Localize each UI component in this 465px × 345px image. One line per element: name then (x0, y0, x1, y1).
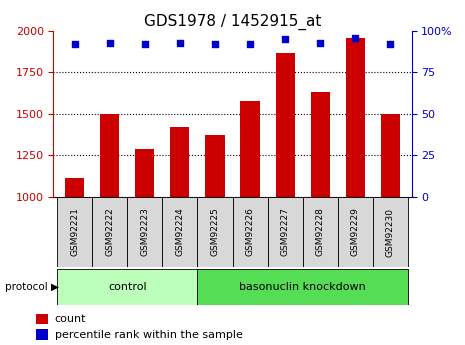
Bar (57, 269, 198, 305)
Bar (311, 92, 330, 345)
Bar (100, 114, 120, 345)
Bar (92, 197, 127, 267)
Point (387, 41, 394, 47)
Bar (205, 135, 225, 345)
Bar (198, 197, 232, 267)
Bar (338, 197, 373, 267)
Bar (36, 329, 48, 340)
Bar (162, 197, 198, 267)
Text: GSM92222: GSM92222 (105, 208, 114, 256)
Bar (232, 197, 267, 267)
Point (106, 40, 113, 46)
Text: GSM92227: GSM92227 (281, 208, 290, 256)
Bar (275, 52, 295, 345)
Text: GSM92228: GSM92228 (316, 208, 325, 256)
Text: GSM92225: GSM92225 (211, 208, 219, 256)
Point (281, 37, 289, 42)
Point (246, 41, 254, 47)
Bar (303, 197, 338, 267)
Text: count: count (54, 314, 86, 324)
Bar (127, 197, 162, 267)
Point (317, 40, 324, 46)
Text: control: control (108, 282, 146, 292)
Bar (373, 197, 408, 267)
Text: basonuclin knockdown: basonuclin knockdown (239, 282, 366, 292)
Point (211, 41, 219, 47)
Text: GSM92221: GSM92221 (70, 208, 79, 256)
Point (71, 41, 78, 47)
Bar (135, 149, 154, 345)
Bar (170, 127, 190, 345)
Bar (345, 38, 365, 345)
Text: protocol ▶: protocol ▶ (5, 282, 59, 292)
Bar (57, 197, 92, 267)
Text: GSM92226: GSM92226 (246, 208, 254, 256)
Bar (198, 269, 408, 305)
Bar (381, 114, 400, 345)
Text: GSM92230: GSM92230 (386, 207, 395, 257)
Bar (65, 178, 84, 345)
Point (352, 35, 359, 40)
Bar (36, 314, 48, 324)
Text: percentile rank within the sample: percentile rank within the sample (54, 330, 243, 340)
Point (141, 41, 148, 47)
Text: GSM92224: GSM92224 (175, 208, 184, 256)
Bar (267, 197, 303, 267)
Text: GSM92229: GSM92229 (351, 208, 360, 256)
Text: GSM92223: GSM92223 (140, 208, 149, 256)
Bar (240, 101, 260, 345)
Point (176, 40, 184, 46)
Title: GDS1978 / 1452915_at: GDS1978 / 1452915_at (144, 13, 321, 30)
